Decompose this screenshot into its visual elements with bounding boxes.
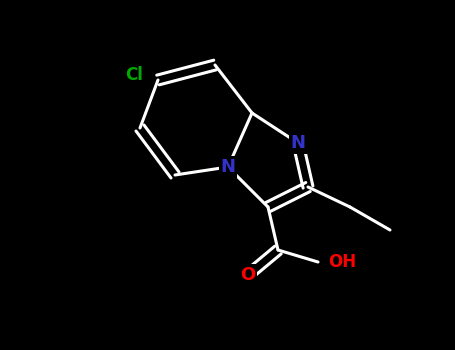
Text: Cl: Cl — [125, 66, 143, 84]
Text: N: N — [221, 158, 236, 176]
Text: N: N — [290, 134, 305, 152]
Text: O: O — [240, 266, 256, 284]
Text: OH: OH — [328, 253, 356, 271]
